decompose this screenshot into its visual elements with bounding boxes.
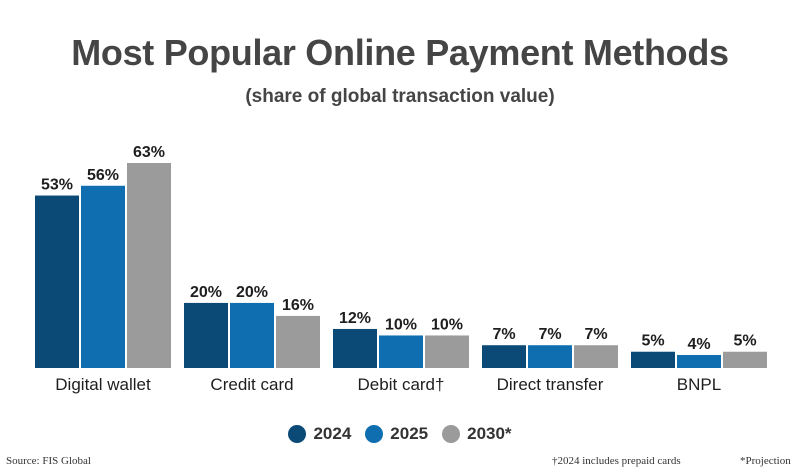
data-label: 63%	[133, 144, 165, 161]
chart-subtitle: (share of global transaction value)	[245, 86, 555, 107]
data-label: 10%	[385, 316, 417, 333]
legend-swatch-2025	[365, 425, 384, 443]
legend: 2024 2025 2030*	[0, 424, 800, 444]
legend-item-2030: 2030*	[442, 424, 512, 444]
bar-bnpl-2025	[677, 354, 721, 368]
bar-digital-wallet-2024	[35, 195, 79, 368]
data-label: 12%	[339, 310, 371, 327]
bar-credit-card-2030	[276, 315, 320, 368]
legend-label-2025: 2025	[390, 424, 429, 443]
bar-digital-wallet-2025	[81, 185, 125, 368]
legend-item-2025: 2025	[365, 424, 428, 444]
data-label: 20%	[190, 284, 222, 301]
data-label: 7%	[584, 326, 607, 343]
bar-direct-transfer-2030	[574, 345, 618, 368]
bar-chart: 53% 56% 63% Digital wallet 20% 20% 16% Credit c…	[35, 144, 767, 394]
footnote-prepaid: †2024 includes prepaid cards	[552, 455, 681, 467]
bar-debit-card-2030	[425, 335, 469, 368]
bar-bnpl-2030	[723, 351, 767, 368]
bar-credit-card-2025	[230, 302, 274, 368]
data-label: 53%	[41, 177, 73, 194]
data-label: 7%	[492, 326, 515, 343]
bar-direct-transfer-2024	[482, 345, 526, 368]
category-label: Direct transfer	[497, 375, 604, 394]
legend-swatch-2030	[442, 425, 461, 443]
bar-digital-wallet-2030	[127, 163, 171, 368]
bar-debit-card-2024	[333, 328, 377, 368]
legend-label-2030: 2030*	[467, 424, 512, 443]
legend-label-2024: 2024	[313, 424, 352, 443]
data-label: 5%	[733, 333, 756, 350]
data-label: 16%	[282, 297, 314, 314]
category-label: Credit card	[210, 375, 293, 394]
data-label: 7%	[538, 326, 561, 343]
data-label: 20%	[236, 284, 268, 301]
data-label: 10%	[431, 316, 463, 333]
legend-item-2024: 2024	[288, 424, 351, 444]
category-label: BNPL	[677, 375, 721, 394]
chart-title: Most Popular Online Payment Methods	[71, 32, 729, 73]
bar-credit-card-2024	[184, 302, 228, 368]
bar-direct-transfer-2025	[528, 345, 572, 368]
legend-swatch-2024	[288, 425, 307, 443]
source-note: Source: FIS Global	[6, 455, 91, 467]
category-label: Debit card†	[358, 375, 445, 394]
data-label: 5%	[641, 333, 664, 350]
data-label: 4%	[687, 336, 710, 353]
bar-debit-card-2025	[379, 335, 423, 368]
category-label: Digital wallet	[55, 375, 151, 394]
data-label: 56%	[87, 167, 119, 184]
footnote-projection: *Projection	[740, 455, 791, 467]
bar-bnpl-2024	[631, 351, 675, 368]
